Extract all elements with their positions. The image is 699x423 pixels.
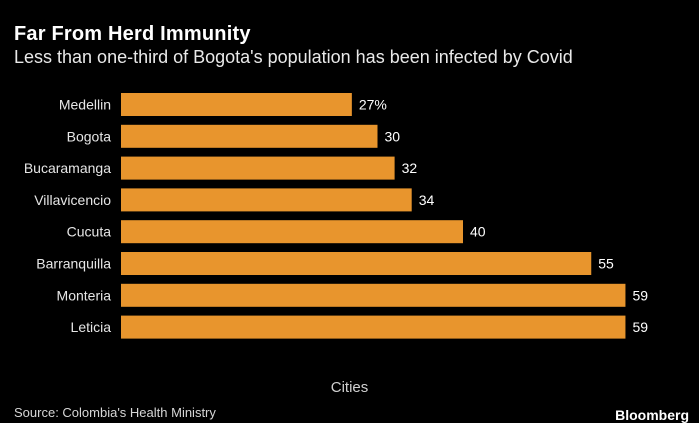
bar [121,315,626,339]
y-tick-label: Leticia [71,319,112,335]
y-tick-label: Monteria [57,287,112,303]
y-tick-label: Bucaramanga [24,160,111,176]
x-axis-label: Cities [330,379,369,396]
bar [121,252,592,275]
data-label: 59 [632,287,648,303]
data-label: 55 [598,256,614,272]
bar [121,93,352,116]
chart-subtitle: Less than one-third of Bogota's populati… [14,47,573,67]
data-label: 27% [359,97,387,113]
data-label: 59 [632,319,648,335]
data-label: 40 [470,224,486,240]
data-label: 32 [402,160,418,176]
y-tick-label: Medellin [59,97,111,113]
source-note: Source: Colombia's Health Ministry [14,405,216,420]
data-label: 34 [419,192,435,208]
y-tick-label: Villavicencio [34,192,111,208]
y-tick-label: Bogota [67,128,112,144]
data-label: 30 [385,128,401,144]
chart-title: Far From Herd Immunity [14,23,251,45]
bar [121,188,412,212]
y-tick-label: Cucuta [67,224,112,240]
bloomberg-logo: Bloomberg [615,407,689,423]
bar [121,283,626,307]
bar [121,220,463,244]
y-tick-label: Barranquilla [36,256,111,272]
bar [121,156,395,180]
bar [121,124,378,148]
